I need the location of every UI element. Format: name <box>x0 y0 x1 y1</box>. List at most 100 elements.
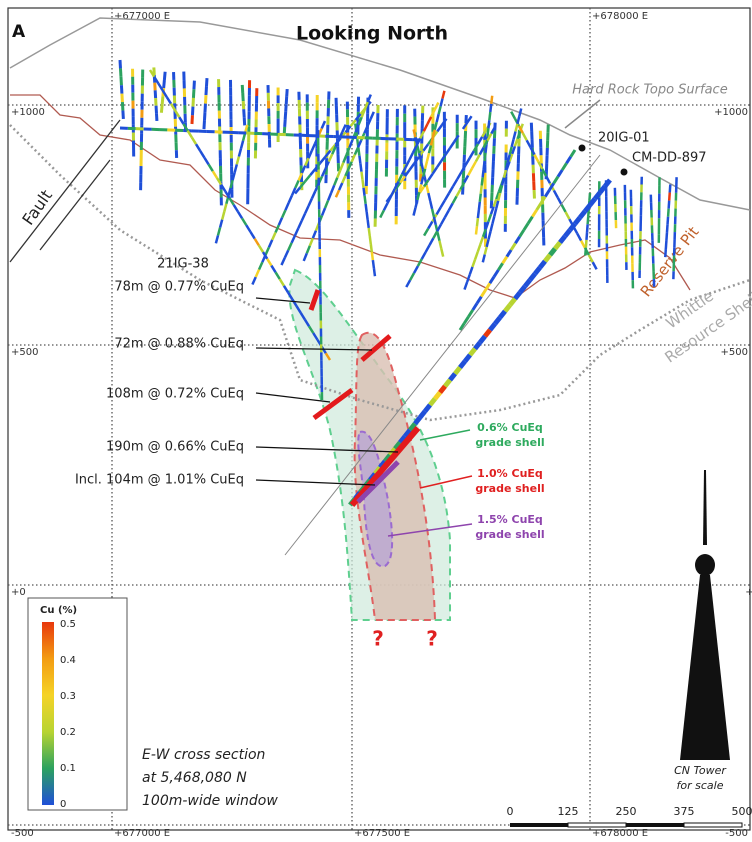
scale-segment <box>510 823 568 827</box>
hole-segment <box>241 217 248 226</box>
hole-segment <box>294 179 300 189</box>
hole-segment <box>588 192 592 201</box>
hole-segment <box>404 159 411 168</box>
hole-segment <box>553 240 562 251</box>
hole-segment <box>425 184 430 194</box>
hole-segment <box>433 390 442 401</box>
hole-segment <box>299 180 307 189</box>
hole-segment <box>329 143 337 152</box>
hole-segment <box>412 265 419 274</box>
hole-segment <box>444 147 451 156</box>
hole-segment <box>513 138 519 147</box>
legend-label: 0.4 <box>60 655 76 666</box>
hole-segment <box>548 247 557 257</box>
hole-segment <box>393 181 400 190</box>
hole-segment <box>411 145 418 154</box>
hole-segment <box>320 120 327 129</box>
hole-segment <box>576 232 583 242</box>
collar <box>578 144 586 152</box>
hole-segment <box>199 150 206 159</box>
shell-arrow <box>419 429 471 441</box>
hole-segment <box>483 246 488 255</box>
hole-segment <box>354 124 360 133</box>
hole-segment <box>361 179 365 188</box>
hole-segment <box>467 309 475 318</box>
legend-label: 0 <box>60 799 66 810</box>
hole-segment <box>427 173 434 181</box>
hole-segment <box>459 181 466 191</box>
hole-segment <box>439 216 447 225</box>
hole-segment <box>560 162 568 171</box>
hole-segment <box>419 160 425 170</box>
hole-segment <box>440 118 448 126</box>
intercept-bar <box>360 334 392 362</box>
hole-segment <box>220 183 227 193</box>
hole-segment <box>463 174 470 184</box>
hole-segment <box>433 101 440 111</box>
shell-label: grade shell <box>475 528 544 541</box>
hole-segment <box>282 285 290 294</box>
hole-segment <box>291 298 298 307</box>
hole-segment <box>441 90 446 99</box>
hole-segment <box>344 125 352 134</box>
easting-label: +677000 E <box>114 828 170 839</box>
hole-segment <box>224 190 231 199</box>
hole-segment <box>458 322 466 331</box>
hole-segment <box>236 210 244 220</box>
leader <box>255 479 376 486</box>
hole-segment <box>510 111 517 120</box>
intercept-label: 78m @ 0.77% CuEq <box>114 280 244 295</box>
hole-segment <box>363 125 369 134</box>
hole-segment <box>463 281 469 290</box>
hole-segment <box>475 295 483 305</box>
hole-segment <box>481 228 487 238</box>
hole-segment <box>186 130 193 139</box>
hole-segment <box>203 157 210 166</box>
hole-segment <box>295 305 302 314</box>
hole-segment <box>493 208 498 217</box>
hole-segment <box>518 284 527 295</box>
hole-segment <box>169 103 177 112</box>
hole-segment <box>274 224 280 234</box>
hole-segment <box>310 142 317 152</box>
elevation-label: -500 <box>11 828 34 839</box>
hole-segment <box>422 179 430 188</box>
hole-segment <box>498 309 507 320</box>
hole-segment <box>435 206 442 216</box>
hole-segment <box>447 185 455 194</box>
hole-segment <box>363 101 369 111</box>
hole-segment <box>421 168 427 177</box>
hole-segment <box>432 216 437 226</box>
hole-segment <box>287 291 294 300</box>
hole-segment <box>579 240 587 249</box>
hole-segment <box>429 109 436 118</box>
hole-segment <box>468 266 474 275</box>
legend-label: 0.1 <box>60 763 76 774</box>
hole-segment <box>257 261 264 271</box>
hole-segment <box>552 189 559 199</box>
hole-segment <box>428 397 437 407</box>
hole-segment <box>591 261 598 270</box>
hole-segment <box>203 103 207 113</box>
hole-segment <box>202 112 207 121</box>
hole-segment <box>443 378 452 388</box>
cn-tower <box>680 470 730 760</box>
hole-segment <box>477 201 482 211</box>
hole-segment <box>533 154 540 163</box>
hole-segment <box>413 156 420 165</box>
tower-label: CN Tower <box>674 764 727 777</box>
hole-segment <box>433 121 438 131</box>
hole-segment <box>239 140 245 149</box>
hole-segment <box>479 185 483 194</box>
shell-label: 1.0% CuEq <box>477 467 543 480</box>
hole-segment <box>432 230 439 239</box>
hole-segment <box>383 453 392 463</box>
hole-segment <box>573 215 582 226</box>
hole-segment <box>526 215 534 225</box>
hole-segment <box>490 126 497 135</box>
hole-segment <box>485 238 490 248</box>
hole-segment <box>443 192 451 201</box>
hole-segment <box>344 168 350 177</box>
leader <box>255 446 399 453</box>
hole-segment <box>157 82 164 91</box>
